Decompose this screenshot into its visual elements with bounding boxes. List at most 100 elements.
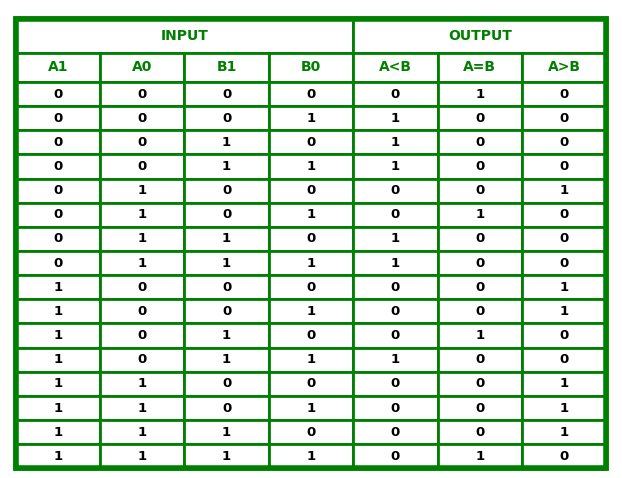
Bar <box>522 106 606 130</box>
Text: 1: 1 <box>307 450 315 463</box>
Bar <box>269 420 353 444</box>
Bar <box>16 348 100 372</box>
Text: 1: 1 <box>307 208 315 221</box>
Bar <box>100 203 184 227</box>
Bar <box>269 53 353 82</box>
Text: 1: 1 <box>222 353 231 366</box>
Bar <box>438 396 522 420</box>
Text: 1: 1 <box>475 329 485 342</box>
Bar <box>353 82 438 106</box>
Bar <box>269 299 353 324</box>
Bar <box>16 203 100 227</box>
Bar <box>269 251 353 275</box>
Bar <box>100 324 184 348</box>
Text: 0: 0 <box>307 136 315 149</box>
Text: 0: 0 <box>560 329 569 342</box>
Bar <box>522 179 606 203</box>
Bar <box>269 348 353 372</box>
Text: 1: 1 <box>391 112 400 125</box>
Text: 0: 0 <box>391 402 400 414</box>
Bar <box>16 251 100 275</box>
Text: OUTPUT: OUTPUT <box>448 29 512 43</box>
Text: 1: 1 <box>137 378 147 391</box>
Bar <box>353 106 438 130</box>
Text: 1: 1 <box>475 450 485 463</box>
Bar <box>353 396 438 420</box>
Text: 0: 0 <box>222 87 231 100</box>
Bar <box>353 348 438 372</box>
Bar <box>438 275 522 299</box>
Text: 1: 1 <box>391 257 400 270</box>
Text: 1: 1 <box>53 402 62 414</box>
Bar <box>353 420 438 444</box>
Bar <box>16 53 100 82</box>
Text: 0: 0 <box>222 305 231 318</box>
Text: 1: 1 <box>222 160 231 173</box>
Text: A>B: A>B <box>548 60 581 75</box>
Text: 1: 1 <box>53 329 62 342</box>
Text: 1: 1 <box>391 232 400 245</box>
Text: 0: 0 <box>475 184 485 197</box>
Bar <box>353 227 438 251</box>
Bar <box>522 444 606 468</box>
Bar <box>269 179 353 203</box>
Text: 0: 0 <box>560 257 569 270</box>
Text: 1: 1 <box>391 353 400 366</box>
Bar <box>438 444 522 468</box>
Text: 1: 1 <box>307 160 315 173</box>
Bar <box>269 82 353 106</box>
Bar <box>16 227 100 251</box>
Text: 0: 0 <box>391 426 400 439</box>
Bar <box>438 179 522 203</box>
Bar <box>16 106 100 130</box>
Text: 0: 0 <box>53 112 62 125</box>
Text: 0: 0 <box>307 378 315 391</box>
Text: 1: 1 <box>307 305 315 318</box>
Bar <box>522 324 606 348</box>
Bar <box>16 82 100 106</box>
Text: 0: 0 <box>391 208 400 221</box>
Bar <box>438 324 522 348</box>
Bar <box>438 227 522 251</box>
Text: 0: 0 <box>53 232 62 245</box>
Text: 0: 0 <box>307 329 315 342</box>
Bar <box>438 372 522 396</box>
Text: 0: 0 <box>137 353 147 366</box>
Text: 1: 1 <box>475 208 485 221</box>
Text: 0: 0 <box>307 87 315 100</box>
Bar <box>100 275 184 299</box>
Bar <box>522 203 606 227</box>
Bar <box>100 130 184 154</box>
Bar <box>438 130 522 154</box>
Text: 0: 0 <box>137 281 147 294</box>
Text: 0: 0 <box>475 160 485 173</box>
Bar <box>16 154 100 179</box>
Text: 0: 0 <box>560 160 569 173</box>
Bar <box>522 275 606 299</box>
Bar <box>522 372 606 396</box>
Bar <box>438 348 522 372</box>
Text: 1: 1 <box>475 87 485 100</box>
Text: 0: 0 <box>307 184 315 197</box>
Bar <box>438 420 522 444</box>
Bar <box>100 348 184 372</box>
Text: 0: 0 <box>307 281 315 294</box>
Text: 1: 1 <box>53 426 62 439</box>
Bar <box>100 251 184 275</box>
Bar <box>269 372 353 396</box>
Text: 0: 0 <box>222 184 231 197</box>
Bar <box>438 106 522 130</box>
Text: INPUT: INPUT <box>160 29 208 43</box>
Bar <box>184 227 269 251</box>
Bar <box>16 130 100 154</box>
Bar <box>16 275 100 299</box>
Bar <box>184 396 269 420</box>
Bar <box>184 251 269 275</box>
Bar <box>184 372 269 396</box>
Text: 1: 1 <box>560 426 569 439</box>
Text: 0: 0 <box>475 136 485 149</box>
Text: 1: 1 <box>222 426 231 439</box>
Text: 1: 1 <box>391 160 400 173</box>
Text: 0: 0 <box>475 426 485 439</box>
Text: 1: 1 <box>222 329 231 342</box>
